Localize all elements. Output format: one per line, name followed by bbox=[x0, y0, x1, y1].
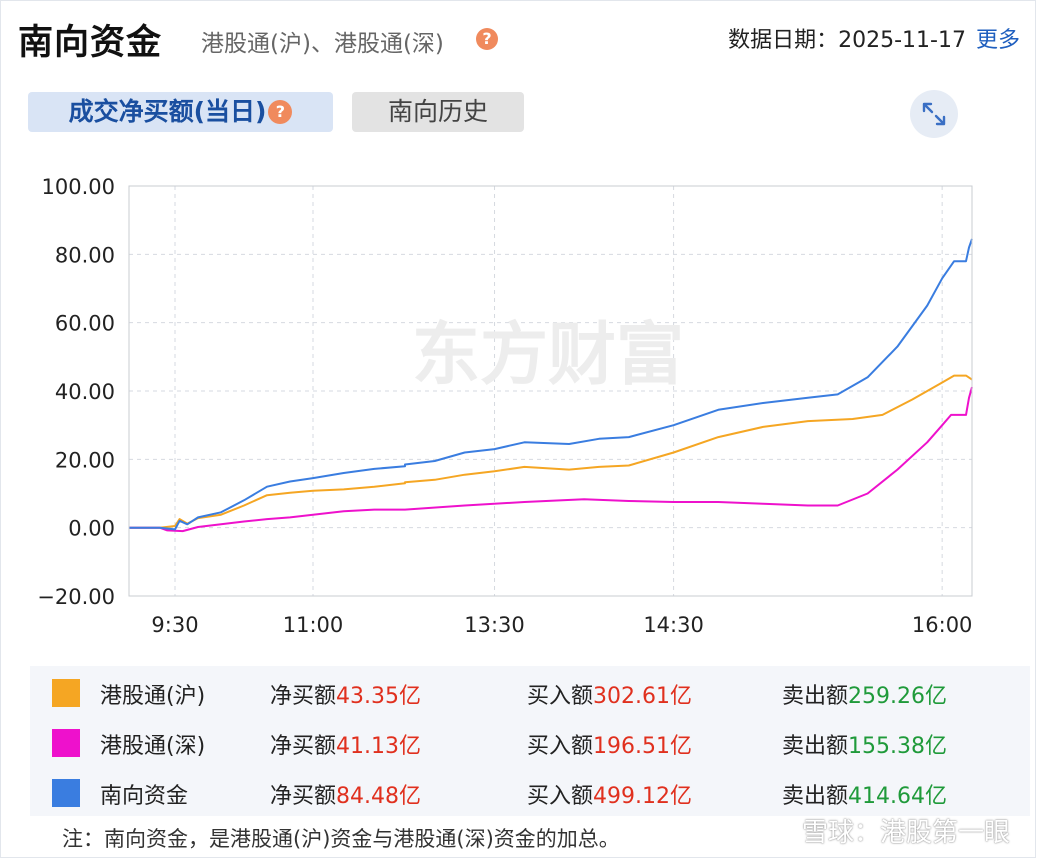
y-tick-label: 0.00 bbox=[68, 517, 115, 541]
net-value: 41.13亿 bbox=[336, 734, 421, 759]
header: 南向资金 港股通(沪)、港股通(深) ? 数据日期：2025-11-17 更多 bbox=[18, 10, 1020, 63]
legend-table: 港股通(沪) 净买额43.35亿 买入额302.61亿 卖出额259.26亿 港… bbox=[30, 666, 1030, 816]
x-tick-label: 9:30 bbox=[151, 613, 198, 637]
legend-swatch bbox=[52, 679, 80, 707]
buy-label: 买入额 bbox=[527, 734, 594, 759]
y-tick-label: −20.00 bbox=[37, 585, 115, 609]
sell-label: 卖出额 bbox=[782, 784, 849, 809]
series-line bbox=[129, 386, 973, 533]
chart-series bbox=[129, 238, 973, 533]
series-name: 南向资金 bbox=[100, 784, 189, 809]
sell-value: 259.26亿 bbox=[848, 684, 947, 709]
series-line bbox=[129, 374, 973, 529]
y-axis: 100.00 80.00 60.00 40.00 20.00 0.00 −20.00 bbox=[37, 175, 115, 609]
y-tick-label: 40.00 bbox=[55, 380, 115, 404]
net-value: 84.48亿 bbox=[336, 784, 421, 809]
y-tick-label: 80.00 bbox=[55, 243, 115, 267]
y-tick-label: 60.00 bbox=[55, 312, 115, 336]
net-label: 净买额 bbox=[270, 684, 337, 709]
legend-row: 港股通(沪) 净买额43.35亿 买入额302.61亿 卖出额259.26亿 bbox=[30, 666, 1030, 716]
x-tick-label: 14:30 bbox=[643, 613, 704, 637]
x-tick-label: 16:00 bbox=[912, 613, 973, 637]
sell-value: 155.38亿 bbox=[848, 734, 947, 759]
legend-swatch bbox=[52, 729, 80, 757]
sell-value: 414.64亿 bbox=[848, 784, 947, 809]
buy-value: 302.61亿 bbox=[593, 684, 692, 709]
x-tick-label: 11:00 bbox=[283, 613, 344, 637]
data-date: 数据日期：2025-11-17 更多 bbox=[728, 22, 1020, 54]
buy-value: 196.51亿 bbox=[593, 734, 692, 759]
sell-label: 卖出额 bbox=[782, 734, 849, 759]
net-label: 净买额 bbox=[270, 734, 337, 759]
page-subtitle: 港股通(沪)、港股通(深) bbox=[201, 31, 444, 57]
question-circle-icon[interactable]: ? bbox=[476, 28, 498, 50]
footnote: 注：南向资金，是港股通(沪)资金与港股通(深)资金的加总。 bbox=[62, 827, 620, 851]
expand-arrows-icon[interactable] bbox=[910, 90, 958, 138]
series-name: 港股通(沪) bbox=[100, 684, 206, 709]
series-line bbox=[129, 238, 973, 531]
chart-watermark: 东方财富 bbox=[412, 316, 684, 395]
series-name: 港股通(深) bbox=[100, 734, 206, 759]
bottom-watermark: 雪球：港股第一眼 bbox=[801, 818, 1010, 848]
net-value: 43.35亿 bbox=[336, 684, 421, 709]
y-tick-label: 100.00 bbox=[42, 175, 115, 199]
legend-row: 港股通(深) 净买额41.13亿 买入额196.51亿 卖出额155.38亿 bbox=[30, 716, 1030, 766]
question-circle-icon[interactable]: ? bbox=[268, 100, 293, 124]
date-label: 数据日期：2025-11-17 bbox=[728, 28, 966, 53]
tab-net-buy-today[interactable]: 成交净买额(当日)? bbox=[28, 92, 333, 132]
buy-label: 买入额 bbox=[527, 684, 594, 709]
tab-southbound-history[interactable]: 南向历史 bbox=[352, 92, 524, 132]
legend-swatch bbox=[52, 779, 80, 807]
tab-label: 南向历史 bbox=[387, 97, 488, 126]
net-label: 净买额 bbox=[270, 784, 337, 809]
x-axis: 9:30 11:00 13:30 14:30 16:00 bbox=[151, 613, 972, 637]
line-chart: 东方财富 100.00 80.00 60.00 40.00 20.00 0.00 −20.0… bbox=[37, 175, 973, 637]
more-link[interactable]: 更多 bbox=[975, 28, 1020, 53]
page-title: 南向资金 bbox=[18, 23, 163, 63]
x-tick-label: 13:30 bbox=[464, 613, 525, 637]
legend-row: 南向资金 净买额84.48亿 买入额499.12亿 卖出额414.64亿 bbox=[30, 766, 1030, 816]
sell-label: 卖出额 bbox=[782, 684, 849, 709]
buy-value: 499.12亿 bbox=[593, 784, 692, 809]
tab-label: 成交净买额(当日) bbox=[68, 97, 267, 126]
buy-label: 买入额 bbox=[527, 784, 594, 809]
plot-border bbox=[128, 185, 973, 597]
y-tick-label: 20.00 bbox=[55, 448, 115, 472]
